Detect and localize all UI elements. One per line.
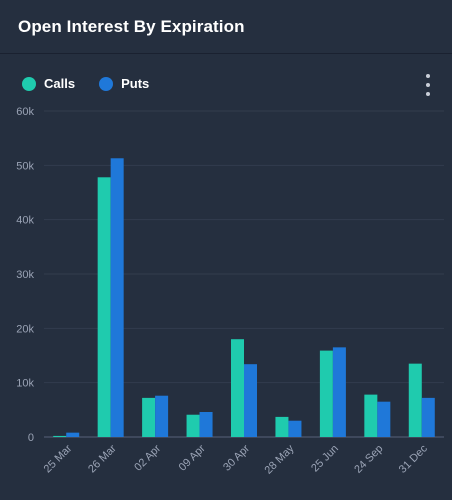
y-tick-label: 30k: [16, 269, 34, 281]
menu-dot: [426, 83, 430, 87]
bar-calls: [53, 435, 67, 437]
y-tick-label: 60k: [16, 106, 34, 118]
legend-label-puts: Puts: [121, 76, 150, 91]
x-tick-label: 26 Mar: [86, 442, 119, 475]
legend-item-puts[interactable]: Puts: [99, 76, 149, 91]
bar-puts: [155, 395, 169, 437]
bar-puts: [110, 158, 124, 437]
legend-swatch-puts: [99, 76, 114, 91]
x-tick-label: 30 Apr: [221, 442, 252, 473]
y-tick-label: 40k: [16, 215, 34, 227]
bar-puts: [377, 401, 391, 437]
legend-swatch-calls: [22, 76, 36, 91]
bar-calls: [275, 416, 289, 437]
bar-puts: [244, 364, 257, 437]
vertical-ellipsis-icon[interactable]: [421, 74, 435, 96]
chart-title: Open Interest By Expiration: [18, 17, 245, 36]
legend-item-calls[interactable]: Calls: [22, 76, 75, 91]
bar-calls: [231, 339, 244, 437]
bar-calls: [408, 363, 422, 437]
x-tick-label: 25 Jun: [309, 443, 341, 475]
x-tick-label: 02 Apr: [132, 442, 163, 473]
x-tick-label: 28 May: [263, 442, 297, 476]
legend: Calls Puts: [22, 76, 173, 91]
bar-puts: [199, 412, 213, 437]
bar-calls: [142, 397, 156, 437]
bar-calls: [319, 350, 333, 437]
y-tick-label: 10k: [16, 378, 34, 390]
bar-puts: [66, 432, 80, 437]
bar-puts: [288, 420, 302, 437]
x-tick-label: 24 Sep: [352, 443, 385, 476]
menu-dot: [426, 92, 430, 96]
y-tick-label: 0: [28, 432, 34, 444]
bar-calls: [97, 177, 111, 437]
x-tick-label: 31 Dec: [397, 442, 430, 475]
bar-calls: [364, 394, 378, 437]
x-tick-label: 25 Mar: [42, 442, 75, 475]
menu-dot: [426, 74, 430, 78]
y-tick-label: 50k: [16, 160, 34, 172]
bar-calls: [186, 414, 200, 437]
legend-label-calls: Calls: [44, 76, 76, 91]
bar-puts: [332, 347, 346, 437]
y-tick-label: 20k: [16, 323, 34, 335]
card-header: Open Interest By Expiration: [0, 0, 452, 54]
x-tick-label: 09 Apr: [177, 442, 208, 473]
bar-puts: [421, 397, 435, 437]
